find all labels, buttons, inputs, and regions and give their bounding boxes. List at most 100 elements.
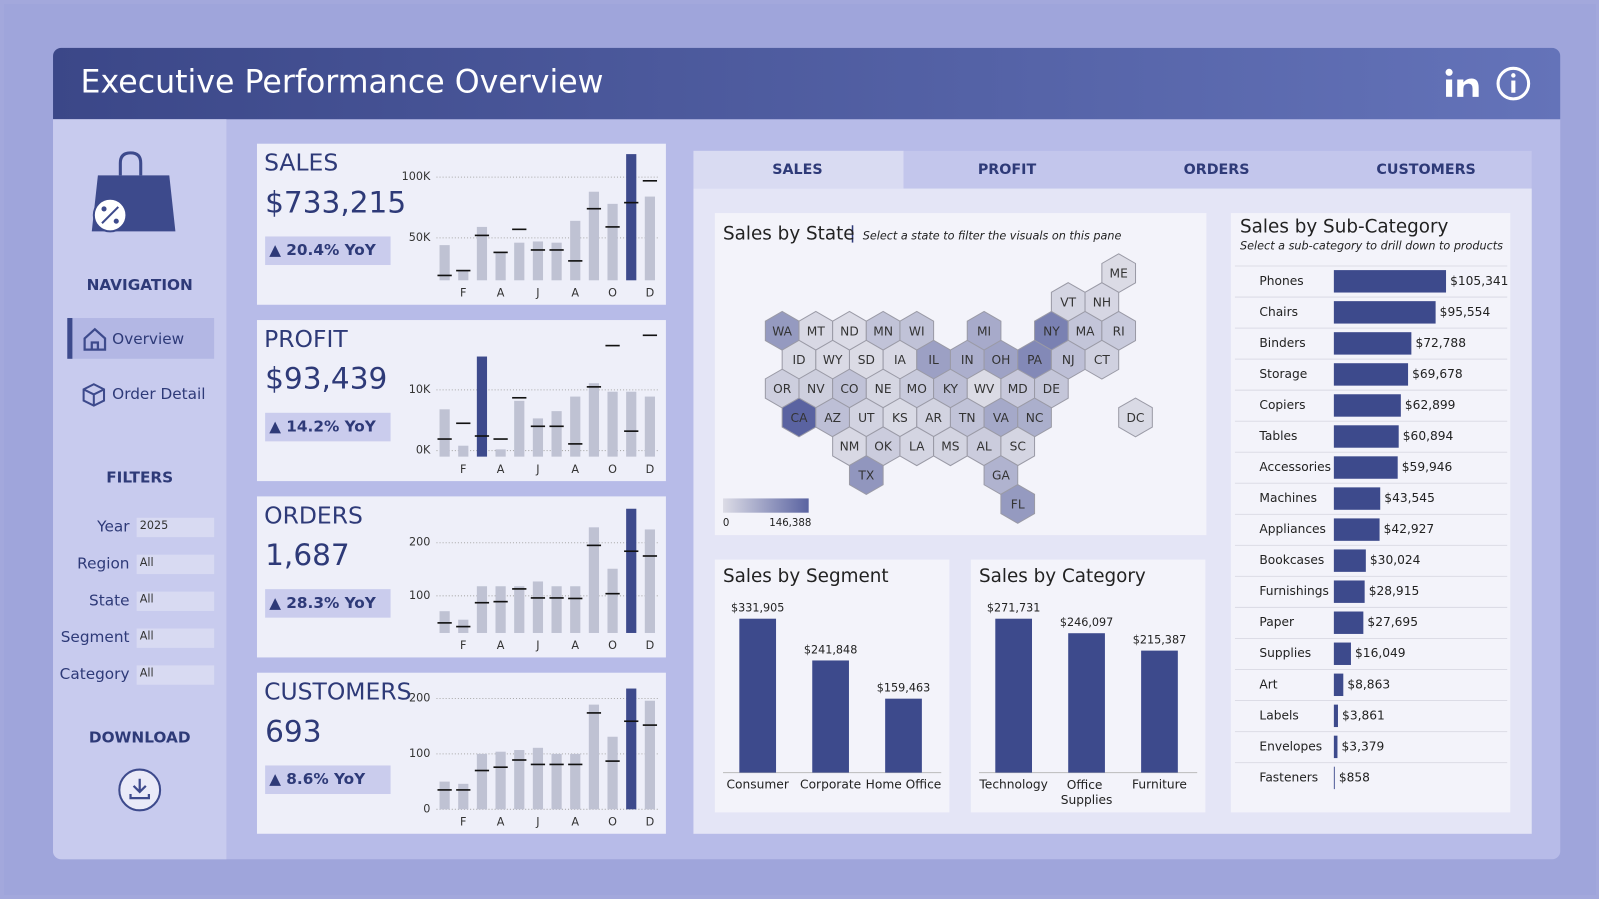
x-tick-label: J	[535, 463, 539, 476]
filter-label: Category	[60, 665, 130, 683]
filter-box[interactable]	[136, 554, 215, 575]
x-tick-label: O	[608, 816, 617, 829]
bar[interactable]	[1333, 611, 1364, 634]
bar[interactable]	[1333, 673, 1344, 697]
bar	[551, 411, 562, 457]
bar[interactable]	[1333, 332, 1412, 355]
nav-item[interactable]: Overview	[112, 330, 184, 348]
bar[interactable]	[1333, 549, 1366, 572]
category-label: Envelopes	[1259, 739, 1322, 753]
y-tick-label: 200	[409, 692, 430, 705]
state-hex[interactable]	[1118, 397, 1153, 438]
value-label: $43,545	[1384, 491, 1435, 505]
value-label: $215,387	[1133, 633, 1186, 646]
x-tick-label: Furniture	[1132, 777, 1187, 791]
filter-value: 2025	[140, 519, 169, 532]
bar	[570, 396, 581, 457]
x-tick-label: J	[535, 816, 539, 829]
bar	[626, 154, 637, 281]
value-label: $95,554	[1440, 305, 1491, 319]
category-label: Furnishings	[1259, 584, 1328, 598]
filter-box[interactable]	[136, 628, 215, 648]
x-tick-label: Technology	[978, 777, 1047, 791]
filter-value: All	[140, 593, 154, 606]
bar[interactable]	[1333, 425, 1399, 448]
value-label: $69,678	[1412, 367, 1463, 381]
bar	[476, 226, 488, 281]
download-button[interactable]	[118, 768, 162, 812]
category-label: Art	[1259, 677, 1277, 691]
chart-title: Sales by State	[723, 223, 855, 244]
bar[interactable]	[1333, 487, 1381, 510]
kpi-title: ORDERS	[264, 501, 363, 529]
bar	[644, 196, 655, 281]
bar[interactable]	[1333, 766, 1335, 790]
x-tick-label: Office Supplies	[1061, 777, 1113, 806]
filter-box[interactable]	[136, 591, 215, 611]
bar[interactable]	[1333, 735, 1338, 759]
bar[interactable]	[1333, 580, 1365, 603]
bar[interactable]	[1333, 301, 1436, 324]
nav-active-bg	[67, 318, 215, 359]
bar[interactable]	[1333, 704, 1338, 728]
kpi-value: $733,215	[265, 185, 406, 219]
bar	[607, 736, 618, 810]
bar[interactable]	[1068, 633, 1105, 773]
bar[interactable]	[1333, 363, 1409, 386]
tab[interactable]: CUSTOMERS	[1376, 162, 1475, 178]
bar	[514, 750, 525, 810]
nav-item[interactable]: Order Detail	[112, 385, 205, 403]
linkedin-icon[interactable]	[1445, 68, 1479, 97]
bar[interactable]	[1333, 642, 1351, 665]
filter-value: All	[140, 630, 154, 643]
tabs: SALES PROFIT ORDERS CUSTOMERS	[772, 162, 1476, 178]
state-hex[interactable]	[848, 455, 884, 496]
bar[interactable]	[885, 698, 922, 773]
bar	[626, 391, 637, 457]
x-tick-label: F	[460, 816, 466, 829]
category-label: Paper	[1259, 615, 1295, 629]
tab[interactable]: ORDERS	[1184, 162, 1250, 178]
bar	[532, 747, 544, 810]
bar[interactable]	[812, 660, 849, 773]
bar[interactable]	[739, 618, 777, 773]
bar	[458, 445, 469, 457]
download-title: DOWNLOAD	[89, 728, 191, 746]
filter-box[interactable]	[136, 665, 215, 685]
state-hex[interactable]	[1000, 483, 1036, 524]
chart-subtitle: Select a sub-category to drill down to p…	[1240, 240, 1503, 253]
x-tick-label: A	[497, 639, 505, 652]
header-title: Executive Performance Overview	[81, 65, 604, 101]
bar	[458, 783, 469, 810]
category-label: Binders	[1259, 336, 1305, 350]
category-label: Labels	[1259, 708, 1298, 722]
bar	[439, 781, 450, 810]
legend-label: 0	[723, 518, 729, 529]
bar[interactable]	[1141, 650, 1178, 773]
info-icon[interactable]	[1496, 66, 1531, 101]
value-label: $8,863	[1347, 677, 1390, 691]
kpi-change: ▲ 8.6% YoY	[269, 770, 366, 788]
kpi-title: CUSTOMERS	[264, 678, 411, 706]
filter-box[interactable]	[136, 517, 215, 538]
tab[interactable]: PROFIT	[978, 162, 1037, 178]
x-tick-label: A	[571, 463, 579, 476]
bar[interactable]	[1333, 270, 1447, 293]
value-label: $241,848	[804, 643, 857, 656]
bar	[495, 751, 506, 810]
bar[interactable]	[1333, 518, 1380, 541]
bar	[588, 527, 600, 633]
bar[interactable]	[1333, 394, 1401, 417]
chart-title: Sales by Category	[979, 566, 1146, 587]
category-label: Tables	[1258, 429, 1297, 443]
state-hex[interactable]	[1084, 339, 1120, 380]
value-label: $72,788	[1415, 336, 1466, 350]
tab[interactable]: SALES	[772, 162, 822, 178]
bar[interactable]	[1333, 456, 1398, 479]
chart-title: Sales by Segment	[723, 566, 889, 587]
bar[interactable]	[995, 618, 1033, 773]
value-label: $27,695	[1367, 615, 1418, 629]
bar	[532, 581, 544, 633]
value-label: $62,899	[1405, 398, 1456, 412]
x-tick-label: D	[646, 639, 655, 652]
